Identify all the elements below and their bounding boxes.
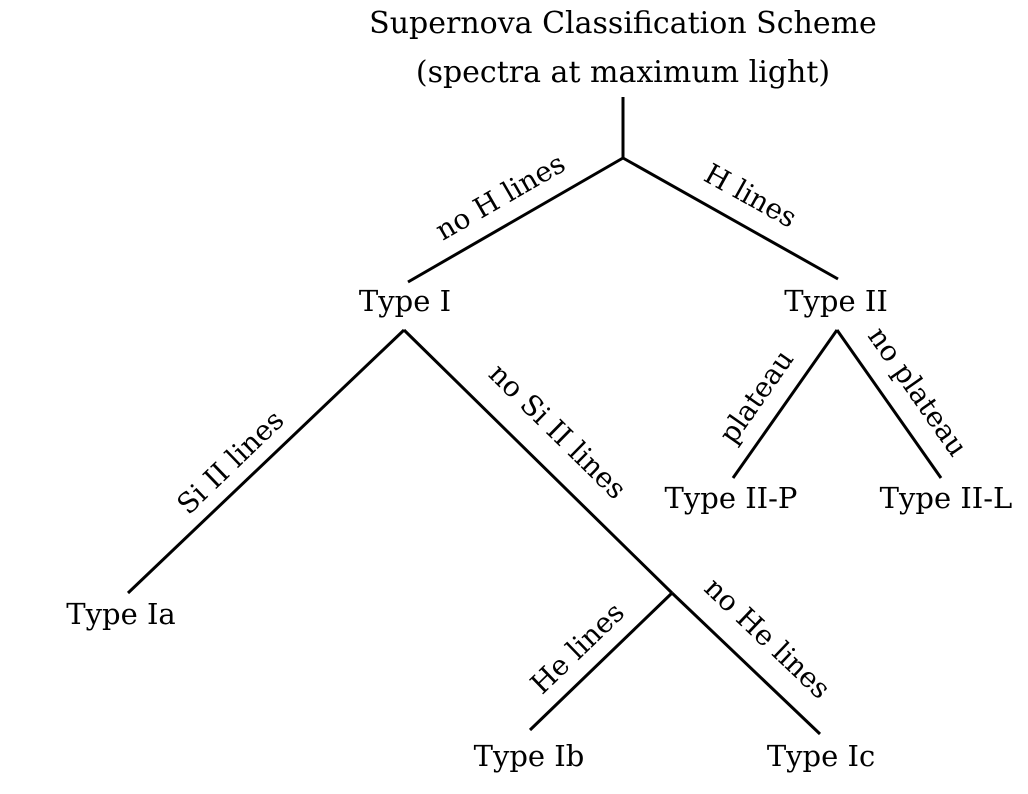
node-type-ia: Type Ia [66, 597, 175, 631]
diagram-title-line-1: Supernova Classification Scheme [369, 6, 877, 41]
edge-label-no-plateau: no plateau [861, 321, 974, 463]
node-type-ii: Type II [784, 284, 888, 318]
edge-label-h-lines: H lines [699, 157, 803, 234]
edge-type-i-to-type-ia [126, 328, 406, 595]
edge-root-to-type-i [407, 156, 624, 284]
diagram-title-line-2: (spectra at maximum light) [416, 55, 830, 90]
edge-split-to-type-ib [528, 591, 674, 732]
edge-type-ii-to-type-iip [731, 329, 839, 479]
edge-label-no-si-ii-lines: no Si II lines [482, 357, 633, 506]
node-type-i: Type I [359, 284, 451, 318]
edge-label-no-h-lines: no H lines [430, 146, 571, 247]
edge-type-i-to-split-ib-ic [402, 328, 674, 595]
edge-type-ii-to-type-iil [835, 329, 943, 479]
edge-root-to-type-ii [622, 156, 839, 281]
edge-split-to-type-ic [670, 591, 822, 736]
edge-label-plateau: plateau [712, 344, 800, 450]
node-type-ib: Type Ib [474, 739, 585, 773]
edge-label-si-ii-lines: Si II lines [170, 403, 290, 520]
node-type-ic: Type Ic [767, 739, 875, 773]
node-type-ii-l: Type II-L [880, 481, 1013, 515]
node-type-ii-p: Type II-P [665, 481, 798, 515]
